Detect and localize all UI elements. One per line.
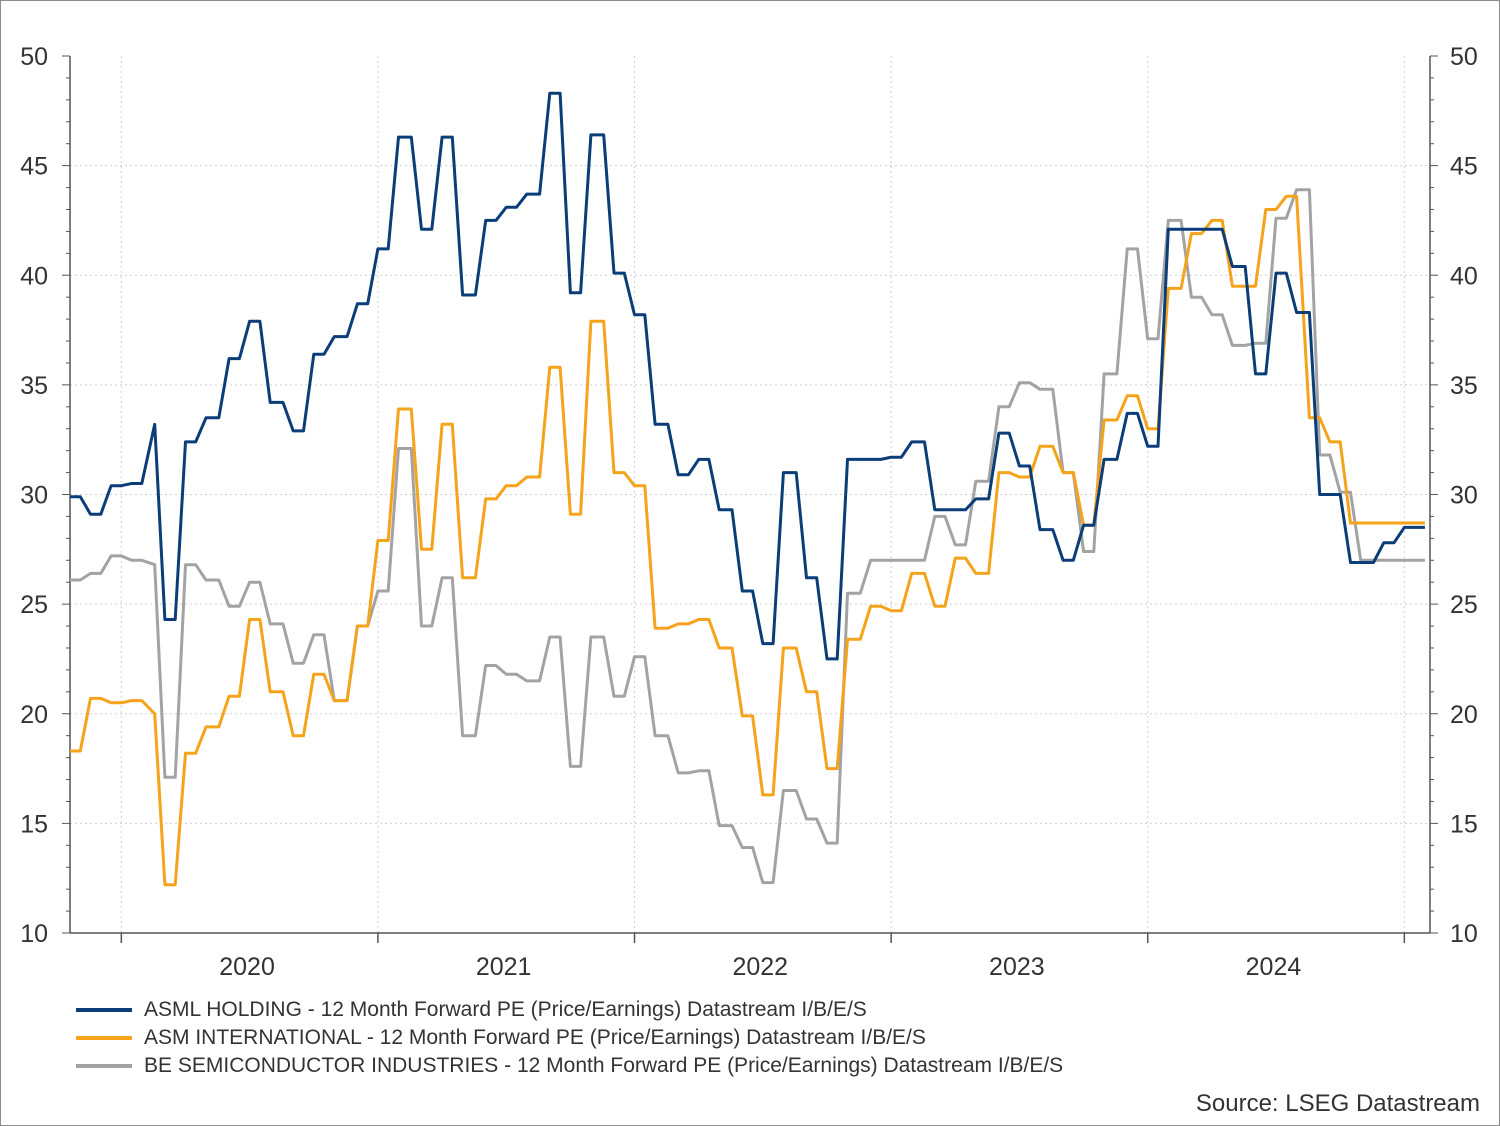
legend-swatch-besi — [76, 1064, 132, 1068]
y-tick-label-left: 35 — [20, 372, 48, 400]
legend: ASML HOLDING - 12 Month Forward PE (Pric… — [76, 996, 1063, 1080]
y-tick-label-left: 45 — [20, 153, 48, 181]
legend-label-besi: BE SEMICONDUCTOR INDUSTRIES - 12 Month F… — [144, 1054, 1064, 1077]
y-tick-label-right: 15 — [1450, 810, 1478, 838]
legend-item-asm: ASM INTERNATIONAL - 12 Month Forward PE … — [76, 1024, 1063, 1052]
x-tick-label: 2020 — [219, 953, 275, 981]
y-tick-label-left: 50 — [20, 43, 48, 71]
y-tick-label-right: 50 — [1450, 43, 1478, 71]
y-tick-label-right: 30 — [1450, 482, 1478, 510]
y-tick-label-right: 40 — [1450, 262, 1478, 290]
x-tick-label: 2021 — [476, 953, 532, 981]
y-tick-label-left: 15 — [20, 810, 48, 838]
y-tick-label-right: 20 — [1450, 701, 1478, 729]
series-lines — [70, 91, 1425, 887]
y-tick-label-right: 45 — [1450, 153, 1478, 181]
legend-swatch-asm — [76, 1036, 132, 1040]
y-tick-label-right: 10 — [1450, 920, 1478, 948]
series-line-0 — [70, 91, 1425, 661]
legend-swatch-asml — [76, 1008, 132, 1012]
source-note: Source: LSEG Datastream — [1195, 1090, 1480, 1117]
x-tick-label: 2022 — [732, 953, 788, 981]
y-tick-label-left: 20 — [20, 701, 48, 729]
legend-label-asm: ASM INTERNATIONAL - 12 Month Forward PE … — [144, 1026, 926, 1049]
legend-item-besi: BE SEMICONDUCTOR INDUSTRIES - 12 Month F… — [76, 1052, 1063, 1080]
x-tick-label: 2024 — [1246, 953, 1302, 981]
series-line-2 — [70, 188, 1425, 885]
y-tick-label-left: 10 — [20, 920, 48, 948]
grid — [70, 56, 1430, 933]
legend-label-asml: ASML HOLDING - 12 Month Forward PE (Pric… — [144, 998, 867, 1021]
series-line-1 — [70, 194, 1425, 887]
legend-item-asml: ASML HOLDING - 12 Month Forward PE (Pric… — [76, 996, 1063, 1024]
x-tick-label: 2023 — [989, 953, 1045, 981]
y-tick-label-right: 35 — [1450, 372, 1478, 400]
y-tick-label-left: 25 — [20, 591, 48, 619]
y-tick-label-right: 25 — [1450, 591, 1478, 619]
y-tick-label-left: 40 — [20, 262, 48, 290]
y-tick-label-left: 30 — [20, 482, 48, 510]
